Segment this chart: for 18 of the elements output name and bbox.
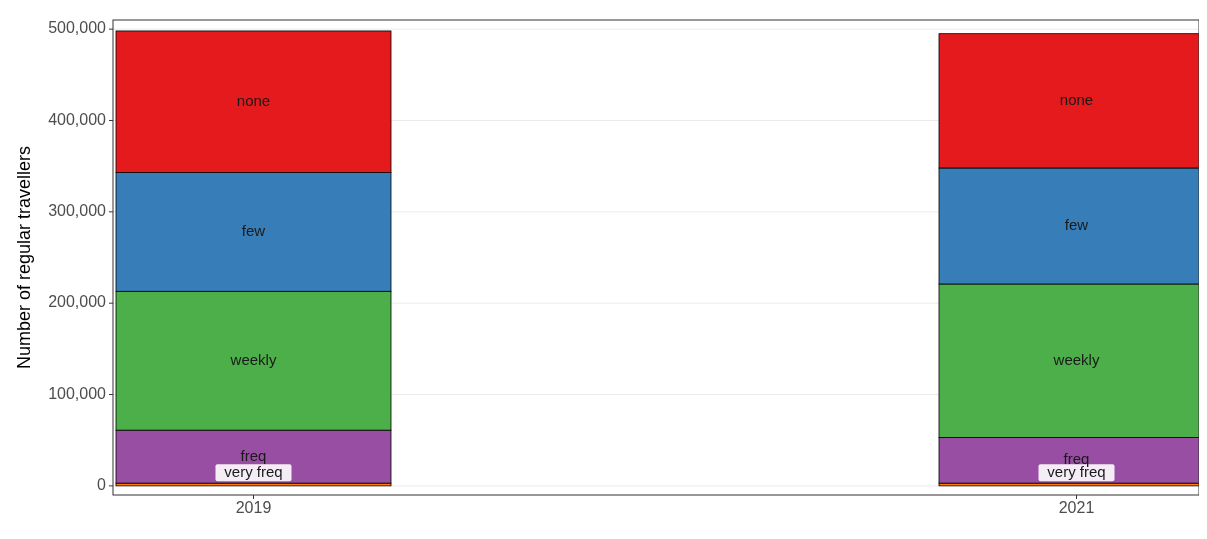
text: freq	[240, 446, 267, 464]
y-axis-title: Number of regular travellers	[14, 145, 34, 370]
series-label: very freq	[224, 463, 283, 481]
y-tick-label: 200,000	[48, 293, 107, 311]
series-label: few	[1064, 215, 1089, 233]
series-label: none	[1059, 90, 1094, 108]
y-tick-label: 300,000	[48, 202, 107, 220]
series-label: weekly	[229, 350, 277, 368]
x-tick-label: 2019	[235, 499, 272, 516]
text: none	[236, 91, 271, 109]
y-tick-label: 100,000	[48, 384, 107, 402]
y-tick-label: 400,000	[48, 110, 107, 128]
y-tick-label: 0	[97, 476, 107, 494]
x-tick-label: 2021	[1058, 499, 1095, 516]
text: weekly	[1053, 350, 1100, 368]
text: few	[241, 221, 266, 239]
series-label: freq	[1063, 450, 1090, 468]
y-tick-label: 500,000	[48, 19, 107, 37]
